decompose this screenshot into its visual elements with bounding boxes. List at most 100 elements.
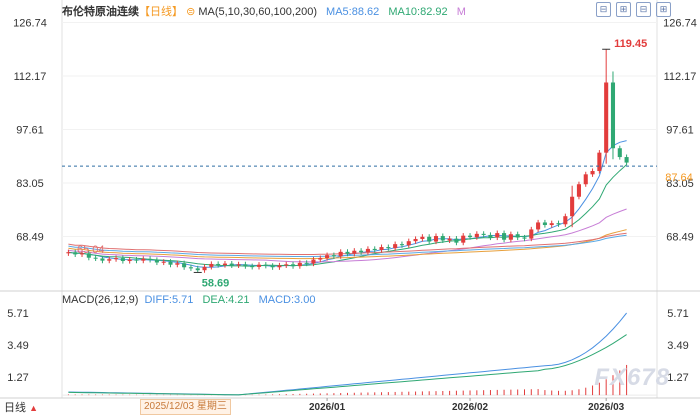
candle-body	[134, 259, 139, 261]
ma10-line	[68, 164, 627, 267]
candle-body	[522, 237, 527, 239]
search-icon[interactable]: ⊟	[596, 2, 611, 17]
macd-diff-line	[68, 312, 627, 396]
candle-body	[161, 261, 166, 263]
candle-body	[365, 248, 370, 253]
price-tick-right: 126.74	[663, 17, 697, 29]
candle-body	[114, 258, 119, 260]
candle-body	[216, 263, 221, 266]
candle-body	[590, 171, 595, 175]
candle-body	[481, 233, 486, 235]
zoom-out-icon[interactable]: ⊟	[636, 2, 651, 17]
period-label[interactable]: 【日线】	[139, 6, 183, 18]
time-label: 2026/01	[309, 402, 346, 413]
candle-body	[427, 236, 432, 242]
settings-icon[interactable]: ⊜	[186, 6, 196, 18]
candle-body	[154, 259, 159, 263]
candle-body	[508, 234, 513, 240]
ma10-value: MA10:82.92	[388, 6, 448, 18]
candle-body	[529, 229, 534, 239]
left-price-label: 65.04	[77, 244, 105, 256]
candle-body	[570, 196, 575, 217]
candle-body	[263, 264, 268, 266]
macd-tick-right: 5.71	[667, 308, 688, 320]
ma-label: MA(5,10,30,60,100,200)	[198, 6, 317, 18]
candle-body	[73, 252, 78, 255]
candle-body	[250, 266, 255, 268]
macd-value: MACD:3.00	[258, 294, 316, 306]
macd-header: MACD(26,12,9) DIFF:5.71 DEA:4.21 MACD:3.…	[62, 294, 315, 306]
period-arrow-icon[interactable]: ▲	[29, 403, 38, 413]
candle-body	[229, 263, 234, 266]
candle-body	[127, 259, 132, 262]
candle-body	[474, 233, 479, 238]
price-tick-left: 97.61	[16, 124, 44, 136]
candle-body	[202, 266, 207, 271]
macd-label: MACD(26,12,9)	[62, 294, 139, 306]
candle-body	[413, 238, 418, 242]
candle-body	[440, 236, 445, 241]
candle-body	[297, 262, 302, 267]
candle-body	[467, 235, 473, 238]
candle-body	[542, 222, 547, 226]
ma5-line	[68, 140, 627, 268]
price-tick-right: 83.05	[666, 178, 694, 190]
candle-body	[256, 264, 262, 267]
price-tick-right: 97.61	[666, 124, 694, 136]
candle-body	[93, 257, 98, 259]
candle-body	[597, 152, 602, 172]
ma30-line	[68, 208, 627, 263]
candle-body	[182, 263, 187, 268]
time-label: 2026/02	[452, 402, 489, 413]
candle-body	[549, 223, 554, 226]
candle-body	[277, 265, 282, 268]
candle-body	[399, 244, 404, 246]
candle-body	[325, 255, 330, 259]
dea-value: DEA:4.21	[202, 294, 250, 306]
candle-body	[100, 258, 105, 261]
candle-body	[338, 251, 343, 257]
candle-body	[386, 247, 391, 249]
candle-body	[379, 247, 384, 250]
candle-body	[331, 255, 336, 257]
candle-body	[304, 262, 309, 264]
ma-more: M	[456, 6, 466, 18]
candle-body	[148, 258, 153, 260]
price-tick-left: 68.49	[16, 231, 44, 243]
period-text: 日线	[4, 402, 26, 414]
watermark: FX678	[594, 364, 670, 391]
high-label: 119.45	[614, 38, 647, 50]
chart-header: 布伦特原油连续【日线】 ⊜ MA(5,10,30,60,100,200) MA5…	[62, 3, 466, 19]
candle-body	[447, 238, 452, 241]
candle-body	[284, 264, 289, 266]
candle-body	[536, 222, 541, 230]
zoom-in-icon[interactable]: ⊞	[616, 2, 631, 17]
expand-icon[interactable]: ⊞	[656, 2, 671, 17]
ma5-value: MA5:88.62	[326, 6, 380, 18]
macd-dea-line	[68, 334, 627, 396]
diff-value: DIFF:5.71	[144, 294, 194, 306]
candle-body	[236, 264, 241, 266]
macd-tick-left: 1.27	[7, 372, 28, 384]
candle-body	[318, 258, 323, 260]
sidebar-period[interactable]: 日线 ▲	[4, 399, 38, 415]
candle-body	[372, 248, 377, 250]
candle-body	[311, 259, 316, 264]
macd-tick-right: 3.49	[667, 340, 688, 352]
candle-body	[188, 267, 193, 269]
price-tick-right: 112.17	[664, 71, 697, 83]
candle-body	[556, 223, 561, 225]
candle-body	[359, 250, 364, 253]
candle-body	[610, 82, 616, 149]
candle-body	[66, 252, 71, 254]
candle-body	[270, 265, 275, 268]
candle-body	[345, 251, 350, 254]
candle-body	[515, 234, 520, 238]
candle-body	[168, 261, 173, 265]
instrument-name: 布伦特原油连续	[62, 6, 139, 18]
macd-tick-left: 3.49	[7, 340, 28, 352]
candle-body	[86, 253, 91, 258]
candle-body	[495, 233, 500, 238]
price-tick-left: 83.05	[16, 178, 44, 190]
